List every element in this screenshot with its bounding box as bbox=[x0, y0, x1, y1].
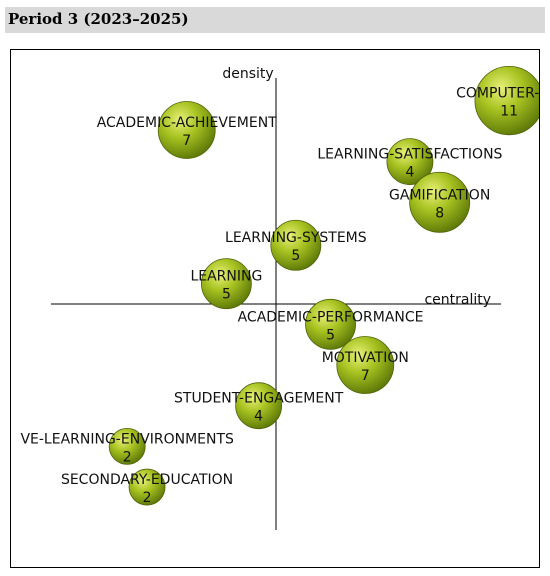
theme-bubbles: COMPUTER-SCI 11 ACADEMIC-ACHIEVEMENT 7 LEARN… bbox=[20, 66, 540, 506]
theme-label: GAMIFICATION bbox=[389, 187, 490, 203]
theme-bubble bbox=[235, 382, 283, 430]
theme-bubble bbox=[386, 138, 434, 186]
theme-bubble bbox=[270, 219, 322, 271]
theme-count: 8 bbox=[435, 205, 444, 221]
theme-label: LEARNING bbox=[190, 269, 262, 285]
theme-count: 5 bbox=[222, 287, 231, 303]
strategic-diagram-frame: density centrality COMPUTER-SCI 11 ACADEMI… bbox=[10, 49, 540, 568]
theme-bubble bbox=[409, 171, 471, 233]
theme-count: 2 bbox=[143, 490, 152, 506]
theme-count: 7 bbox=[361, 368, 370, 384]
theme-bubble bbox=[128, 468, 166, 506]
theme-bubble bbox=[336, 336, 395, 394]
period-title: Period 3 (2023–2025) bbox=[8, 10, 189, 28]
theme-label: STUDENT-ENGAGEMENT bbox=[174, 391, 344, 407]
theme-label: MOTIVATION bbox=[322, 350, 409, 366]
theme-count: 11 bbox=[500, 104, 518, 120]
theme-label: LEARNING-SYSTEMS bbox=[225, 230, 367, 246]
theme-count: 5 bbox=[291, 248, 300, 264]
theme-count: 4 bbox=[254, 409, 263, 425]
theme-label: VE-LEARNING-ENVIRONMENTS bbox=[20, 431, 234, 447]
theme-count: 2 bbox=[123, 449, 132, 465]
theme-bubble bbox=[305, 298, 356, 350]
period-header: Period 3 (2023–2025) bbox=[5, 7, 545, 33]
theme-bubble bbox=[108, 427, 146, 465]
theme-label: ACADEMIC-ACHIEVEMENT bbox=[97, 115, 277, 131]
strategic-diagram: density centrality COMPUTER-SCI 11 ACADEMI… bbox=[20, 66, 540, 530]
theme-count: 5 bbox=[326, 327, 335, 343]
theme-label: ACADEMIC-PERFORMANCE bbox=[238, 309, 424, 325]
theme-bubble bbox=[200, 258, 252, 310]
x-axis-title: centrality bbox=[424, 292, 491, 308]
theme-label: SECONDARY-EDUCATION bbox=[61, 472, 233, 488]
theme-count: 7 bbox=[182, 133, 191, 149]
theme-bubble bbox=[474, 66, 539, 136]
y-axis-title: density bbox=[222, 66, 273, 82]
theme-label: LEARNING-SATISFACTIONS bbox=[317, 147, 502, 163]
theme-label: COMPUTER-SCI bbox=[456, 86, 540, 102]
theme-bubble bbox=[157, 101, 216, 159]
theme-count: 4 bbox=[405, 165, 414, 181]
